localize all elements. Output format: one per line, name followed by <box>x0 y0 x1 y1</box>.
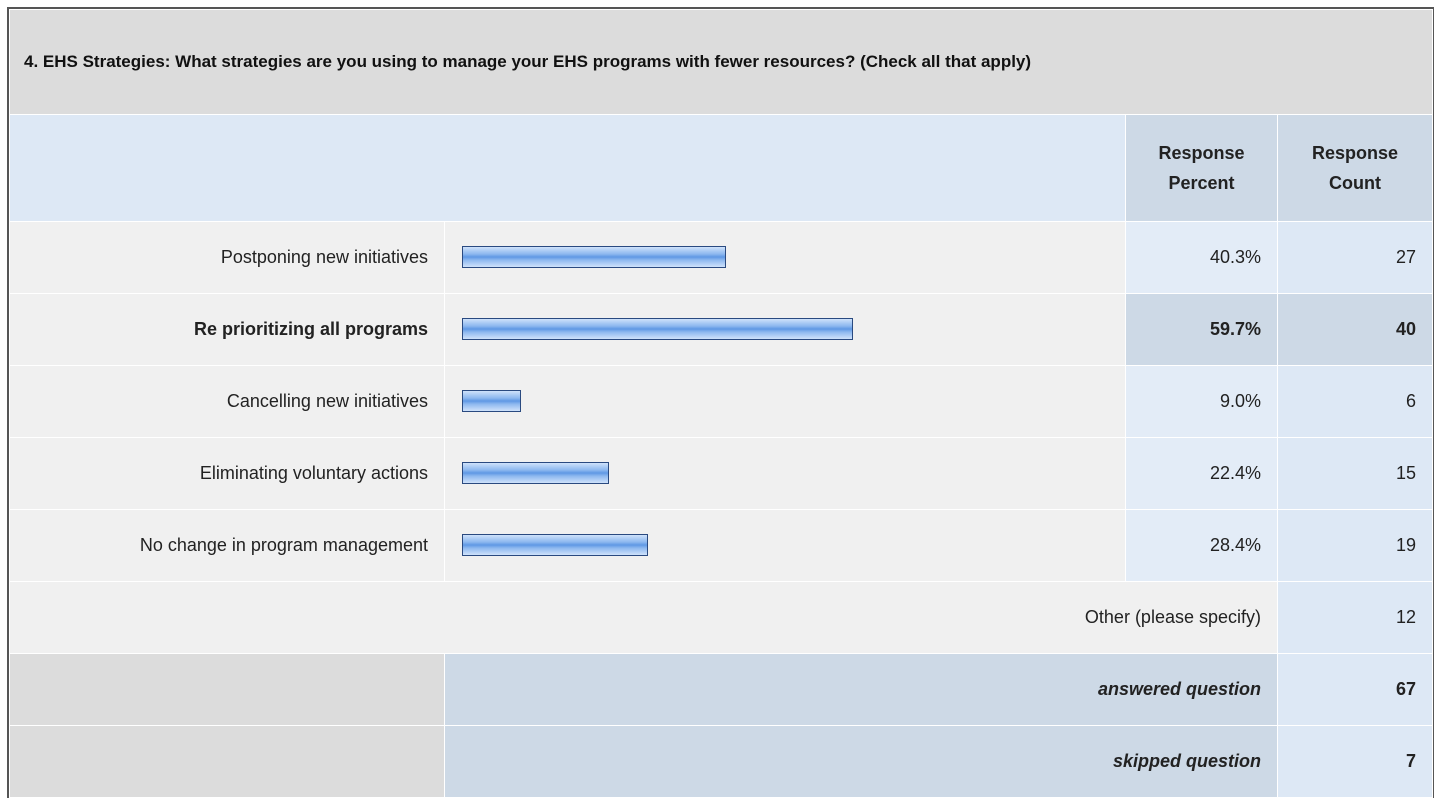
survey-panel: 4. EHS Strategies: What strategies are y… <box>7 7 1434 798</box>
answer-label: Cancelling new initiatives <box>9 365 445 438</box>
other-row: Other (please specify) 12 <box>9 581 1434 654</box>
response-percent: 22.4% <box>1125 437 1278 510</box>
summary-blank <box>9 725 445 798</box>
question-title: 4. EHS Strategies: What strategies are y… <box>8 9 1434 115</box>
response-percent: 9.0% <box>1125 365 1278 438</box>
bar-cell <box>444 365 1126 438</box>
skipped-row: skipped question 7 <box>9 725 1434 798</box>
answer-label: Re prioritizing all programs <box>9 293 445 366</box>
skipped-count: 7 <box>1276 725 1434 798</box>
result-row: Cancelling new initiatives 9.0% 6 <box>9 365 1434 438</box>
response-count: 15 <box>1276 437 1434 510</box>
bar-cell <box>444 293 1126 366</box>
bar-track <box>462 245 1117 270</box>
bar <box>462 245 726 268</box>
bar-cell <box>444 221 1126 294</box>
bar <box>462 317 854 340</box>
answered-row: answered question 67 <box>9 653 1434 726</box>
result-row: Eliminating voluntary actions 22.4% 15 <box>9 437 1434 510</box>
response-count: 19 <box>1276 509 1434 582</box>
bar-track <box>462 389 1117 414</box>
answer-label: Eliminating voluntary actions <box>9 437 445 510</box>
header-count: Response Count <box>1276 114 1434 222</box>
other-label: Other (please specify) <box>9 581 1278 654</box>
header-blank <box>9 114 1126 222</box>
results-table: 4. EHS Strategies: What strategies are y… <box>8 9 1434 798</box>
bar <box>462 389 521 412</box>
summary-blank <box>9 653 445 726</box>
response-percent: 28.4% <box>1125 509 1278 582</box>
result-row: No change in program management 28.4% 19 <box>9 509 1434 582</box>
bar <box>462 461 609 484</box>
answered-label: answered question <box>444 653 1278 726</box>
answer-label: Postponing new initiatives <box>9 221 445 294</box>
response-count: 6 <box>1276 365 1434 438</box>
bar-cell <box>444 437 1126 510</box>
response-count: 40 <box>1276 293 1434 366</box>
response-percent: 59.7% <box>1125 293 1278 366</box>
bar-track <box>462 533 1117 558</box>
bar-track <box>462 461 1117 486</box>
answer-label: No change in program management <box>9 509 445 582</box>
response-count: 27 <box>1276 221 1434 294</box>
skipped-label: skipped question <box>444 725 1278 798</box>
result-row: Re prioritizing all programs 59.7% 40 <box>9 293 1434 366</box>
answered-count: 67 <box>1276 653 1434 726</box>
response-percent: 40.3% <box>1125 221 1278 294</box>
bar <box>462 533 649 556</box>
bar-track <box>462 317 1117 342</box>
other-count: 12 <box>1276 581 1434 654</box>
header-percent: Response Percent <box>1125 114 1278 222</box>
result-row: Postponing new initiatives 40.3% 27 <box>9 221 1434 294</box>
bar-cell <box>444 509 1126 582</box>
